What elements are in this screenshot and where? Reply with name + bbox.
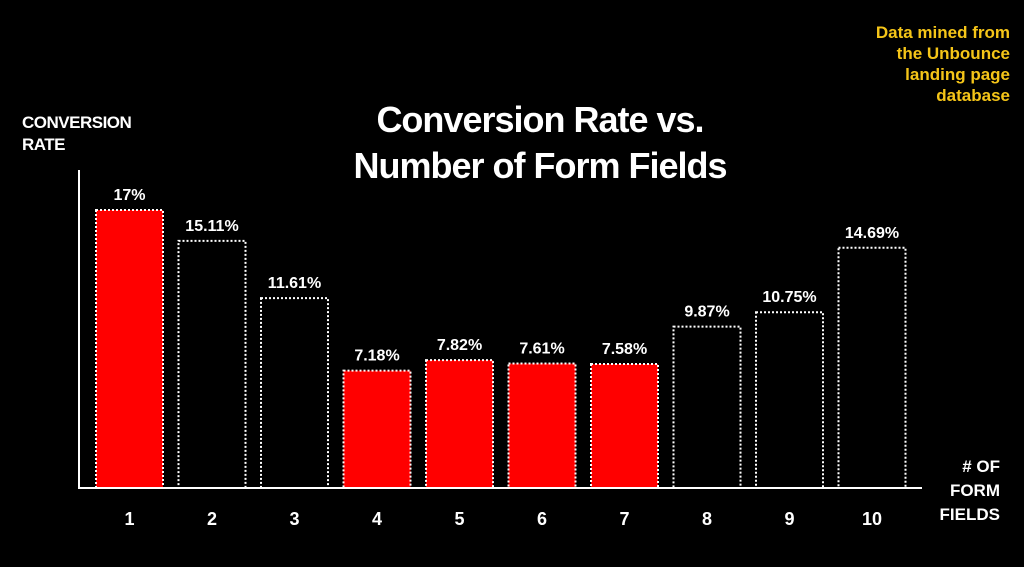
value-label: 15.11% xyxy=(185,218,238,235)
bar-3 xyxy=(260,297,329,490)
note-line: database xyxy=(936,86,1010,105)
x-axis-label: # OF FORM FIELDS xyxy=(920,455,1000,527)
category-label: 7 xyxy=(619,509,629,529)
bar-1 xyxy=(95,209,164,489)
bars-group xyxy=(95,209,907,490)
x-axis-label-line3: FIELDS xyxy=(939,505,1000,524)
note-line: Data mined from xyxy=(875,23,1010,42)
bar-8 xyxy=(672,325,742,489)
bar-10 xyxy=(837,246,907,489)
category-label: 1 xyxy=(124,509,134,529)
value-label: 7.18% xyxy=(354,348,399,365)
bar-6 xyxy=(507,362,577,489)
value-labels-group: 17% 15.11% 11.61% 7.18% 7.82% 7.61% 7.58% 9.87%… xyxy=(113,187,899,365)
bar-2 xyxy=(177,239,247,489)
category-label: 10 xyxy=(862,509,882,529)
value-label: 9.87% xyxy=(684,304,729,321)
category-label: 2 xyxy=(207,509,217,529)
y-axis-label-line1: CONVERSION xyxy=(22,113,132,132)
bar-5 xyxy=(425,359,494,489)
category-label: 5 xyxy=(454,509,464,529)
value-label: 7.61% xyxy=(519,341,564,358)
note-line: landing page xyxy=(905,65,1010,84)
category-label: 3 xyxy=(289,509,299,529)
chart-title-line2: Number of Form Fields xyxy=(353,145,727,186)
value-label: 11.61% xyxy=(268,275,321,292)
value-label: 10.75% xyxy=(762,289,816,306)
bar-7 xyxy=(590,363,659,489)
value-label: 7.82% xyxy=(437,337,482,354)
chart-title-line1: Conversion Rate vs. xyxy=(376,99,704,140)
category-label: 4 xyxy=(372,509,382,529)
category-label: 6 xyxy=(537,509,547,529)
bar-9 xyxy=(755,311,824,489)
category-label: 8 xyxy=(702,509,712,529)
y-axis-label: CONVERSION RATE xyxy=(22,112,132,156)
note-line: the Unbounce xyxy=(896,44,1010,63)
y-axis-label-line2: RATE xyxy=(22,135,66,154)
x-axis-label-line1: # OF xyxy=(962,457,1000,476)
value-label: 17% xyxy=(113,187,145,204)
x-axis-label-line2: FORM xyxy=(949,481,1000,500)
category-labels-group: 1 2 3 4 5 6 7 8 9 10 xyxy=(124,509,882,529)
chart-title: Conversion Rate vs. Number of Form Field… xyxy=(300,97,780,189)
category-label: 9 xyxy=(784,509,794,529)
bar-4 xyxy=(342,369,412,489)
value-label: 7.58% xyxy=(602,341,647,358)
data-source-note: Data mined from the Unbounce landing pag… xyxy=(820,22,1010,106)
value-label: 14.69% xyxy=(845,225,899,242)
